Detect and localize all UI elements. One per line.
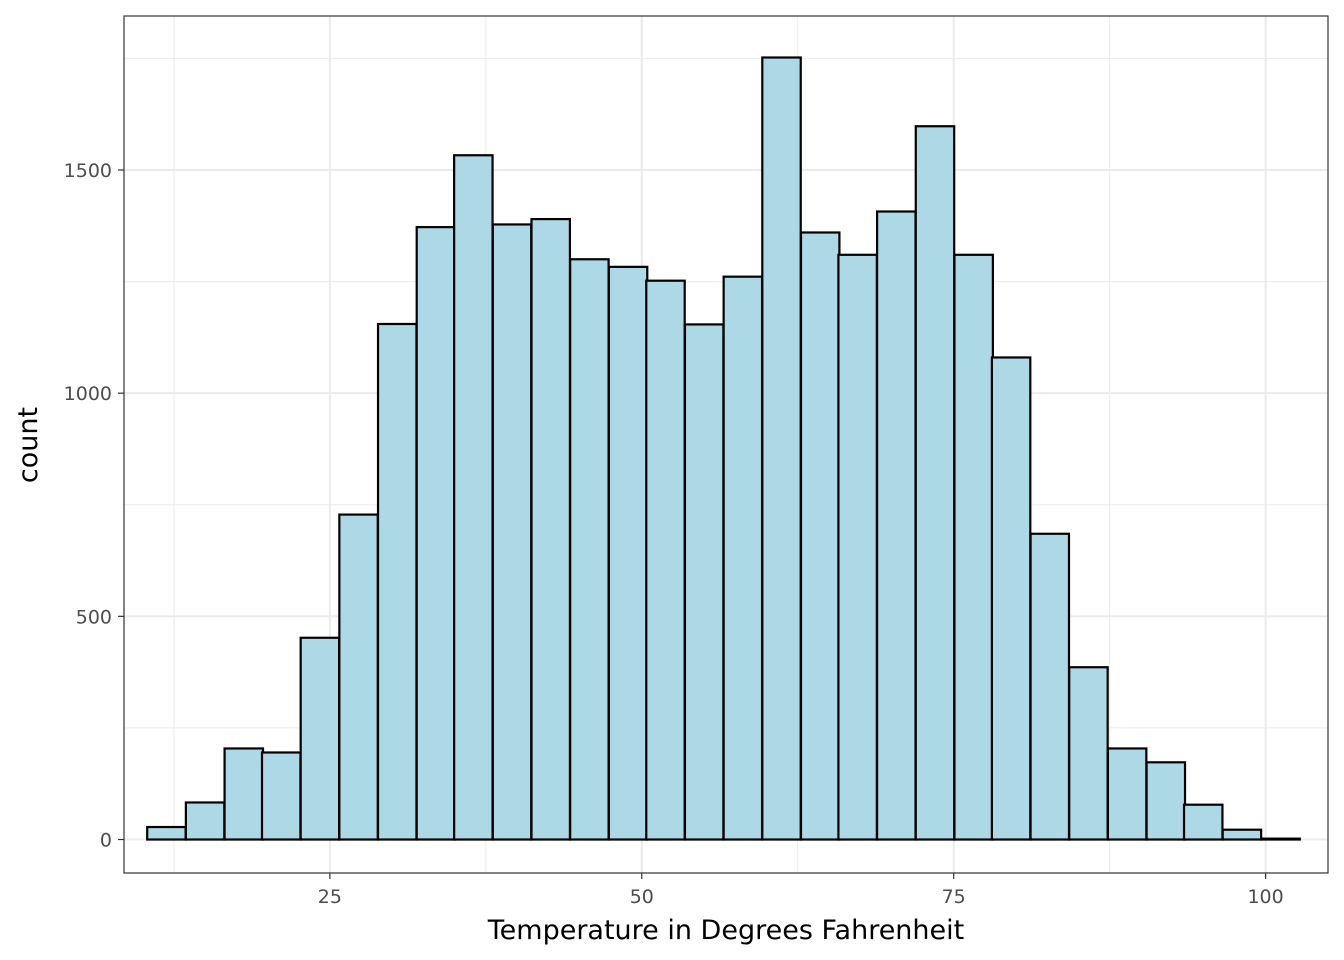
- y-tick-label: 1000: [64, 383, 112, 405]
- y-axis-title: count: [13, 407, 44, 483]
- histogram-bar: [914, 125, 956, 841]
- x-axis-title: Temperature in Degrees Fahrenheit: [487, 915, 964, 946]
- histogram-bar: [223, 747, 265, 841]
- histogram-bar: [1029, 532, 1071, 841]
- x-tick-label: 25: [318, 886, 342, 908]
- histogram-bar: [799, 231, 841, 841]
- x-axis-ticks: 25 50 75 100: [318, 873, 1284, 908]
- histogram-bar: [1145, 761, 1187, 841]
- y-tick-label: 500: [76, 606, 112, 628]
- x-tick-label: 75: [942, 886, 966, 908]
- histogram-bar: [376, 322, 418, 841]
- histogram-bar: [1068, 666, 1109, 841]
- histogram-bar: [722, 275, 764, 841]
- y-tick-label: 1500: [64, 160, 112, 182]
- histogram-bar: [184, 801, 226, 841]
- histogram-bar: [683, 323, 725, 841]
- panel-border: [123, 15, 1329, 874]
- histogram-bar: [645, 279, 686, 841]
- histogram-bar: [260, 751, 302, 841]
- histogram-bar: [1106, 747, 1148, 841]
- histogram-bar: [299, 636, 341, 841]
- y-axis-ticks: 0 500 1000 1500: [64, 160, 124, 852]
- histogram-bar: [146, 825, 187, 841]
- histogram-bar: [338, 513, 379, 841]
- histogram-bar: [569, 258, 610, 841]
- x-tick-label: 50: [630, 886, 654, 908]
- histogram-bar: [453, 154, 494, 841]
- histogram-bar: [953, 253, 994, 841]
- x-tick-label: 100: [1247, 886, 1283, 908]
- histogram-bar: [875, 210, 917, 841]
- histogram-bar: [990, 356, 1032, 841]
- histogram-bar: [761, 56, 802, 841]
- histogram-bar: [415, 226, 457, 841]
- y-tick-label: 0: [100, 830, 112, 852]
- histogram-bar: [1221, 828, 1263, 841]
- histogram-bar: [1182, 803, 1224, 841]
- histogram-bars: [146, 56, 1301, 841]
- histogram-bar: [837, 253, 878, 841]
- histogram-bar: [530, 217, 572, 841]
- histogram-bar: [607, 265, 649, 841]
- histogram-bar: [1260, 837, 1301, 841]
- histogram-bar: [491, 223, 533, 841]
